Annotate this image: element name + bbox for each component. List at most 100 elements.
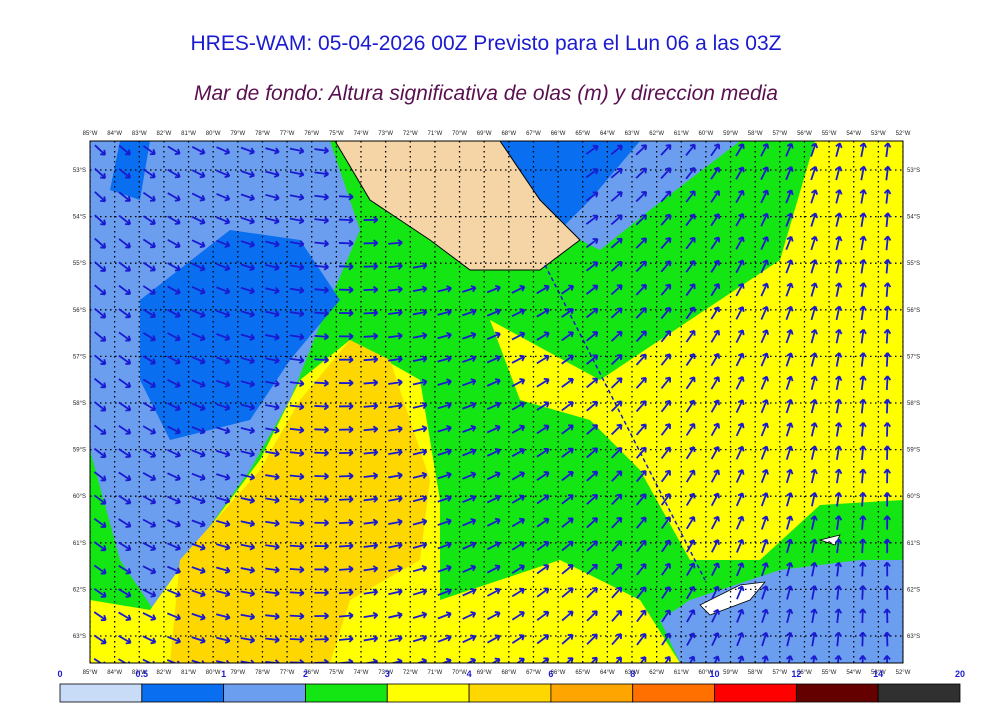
wave-arrow [859, 375, 867, 391]
wave-arrow [142, 612, 157, 621]
wave-arrow [835, 352, 843, 367]
wave-arrow [635, 167, 648, 179]
wave-arrow [585, 261, 599, 272]
wave-arrow [636, 516, 647, 529]
wave-arrow [118, 635, 132, 645]
wave-arrow [685, 236, 696, 250]
wave-arrow [785, 142, 794, 157]
wave-arrow [711, 585, 720, 600]
wave-arrow [810, 165, 819, 181]
wave-arrow [289, 565, 305, 574]
wave-arrow [314, 542, 329, 550]
wave-arrow [166, 635, 182, 645]
wave-arrow [388, 565, 403, 573]
wave-arrow [462, 541, 477, 550]
wave-arrow [761, 608, 769, 623]
wave-arrow [142, 542, 157, 552]
wave-arrow [735, 538, 745, 553]
lon-label: 73°W [378, 131, 393, 137]
wave-arrow [93, 424, 107, 435]
wave-arrow [94, 261, 107, 272]
wave-arrow [785, 282, 794, 297]
wave-arrow [240, 426, 256, 435]
wave-arrow [511, 564, 525, 574]
wave-arrow [561, 494, 574, 505]
colorbar-label: 0 [57, 669, 62, 679]
wave-arrow [685, 190, 696, 203]
wave-arrow [314, 402, 329, 411]
wave-arrow [265, 566, 280, 574]
wave-arrow [661, 562, 671, 576]
wave-arrow [167, 192, 181, 202]
wave-arrow [388, 378, 403, 387]
wave-arrow [660, 492, 671, 506]
wave-arrow [338, 402, 354, 410]
wave-arrow [437, 401, 452, 410]
wave-arrow [486, 285, 501, 294]
wave-arrow [167, 215, 181, 225]
wave-arrow [785, 305, 794, 320]
wave-arrow [93, 401, 107, 412]
wave-arrow [611, 633, 623, 646]
wave-arrow [118, 261, 132, 272]
lon-label: 67°W [526, 131, 541, 137]
wave-arrow [363, 565, 379, 573]
wave-arrow [736, 562, 745, 577]
wave-arrow [585, 144, 599, 155]
lon-label: 68°W [501, 131, 516, 137]
wave-arrow [660, 190, 672, 203]
wave-arrow [561, 517, 574, 528]
wave-arrow [810, 235, 819, 251]
lon-label: 67°W [526, 670, 541, 676]
lon-label: 52°W [896, 131, 911, 137]
wave-arrow [462, 634, 477, 644]
lon-label: 54°W [846, 670, 861, 676]
wave-arrow [412, 588, 428, 596]
wave-arrow [611, 563, 623, 576]
wave-arrow [536, 634, 550, 645]
wave-arrow [412, 308, 428, 317]
wave-arrow [635, 283, 647, 296]
colorbar-label: 2 [303, 669, 308, 679]
wave-arrow [216, 496, 231, 505]
lon-label: 56°W [797, 131, 812, 137]
wave-arrow [93, 587, 107, 598]
wave-arrow [710, 189, 721, 203]
map-field [90, 141, 903, 663]
lon-label: 77°W [280, 131, 295, 137]
wave-arrow [289, 333, 305, 341]
wave-arrow [859, 165, 867, 181]
wave-arrow [835, 142, 843, 157]
wave-arrow [118, 564, 132, 575]
wave-arrow [883, 189, 892, 204]
wave-arrow [462, 378, 477, 387]
lon-label: 68°W [501, 670, 516, 676]
lon-label: 63°W [625, 131, 640, 137]
wave-arrow [167, 519, 181, 528]
wave-arrow [289, 309, 305, 318]
wave-arrow [561, 471, 574, 482]
wave-arrow [388, 425, 403, 433]
lat-label: 61°S [73, 541, 86, 547]
wave-arrow [142, 168, 156, 179]
wave-arrow [585, 307, 599, 319]
lat-label: 63°S [907, 634, 920, 640]
wave-arrow [859, 305, 867, 321]
wave-arrow [167, 355, 181, 365]
wave-arrow [859, 561, 867, 577]
wave-arrow [363, 541, 379, 550]
lat-label: 62°S [907, 587, 920, 593]
lat-label: 54°S [907, 215, 920, 221]
wave-arrow [710, 539, 720, 553]
wave-arrow [835, 165, 843, 181]
wave-arrow [883, 328, 892, 344]
wave-arrow [265, 170, 280, 178]
wave-arrow [338, 611, 354, 620]
wave-arrow [710, 422, 720, 437]
wave-arrow [586, 400, 599, 412]
wave-arrow [437, 285, 452, 293]
wave-arrow [338, 379, 354, 387]
wave-arrow [191, 636, 206, 644]
wave-arrow [635, 307, 647, 319]
wave-arrow [142, 401, 157, 412]
